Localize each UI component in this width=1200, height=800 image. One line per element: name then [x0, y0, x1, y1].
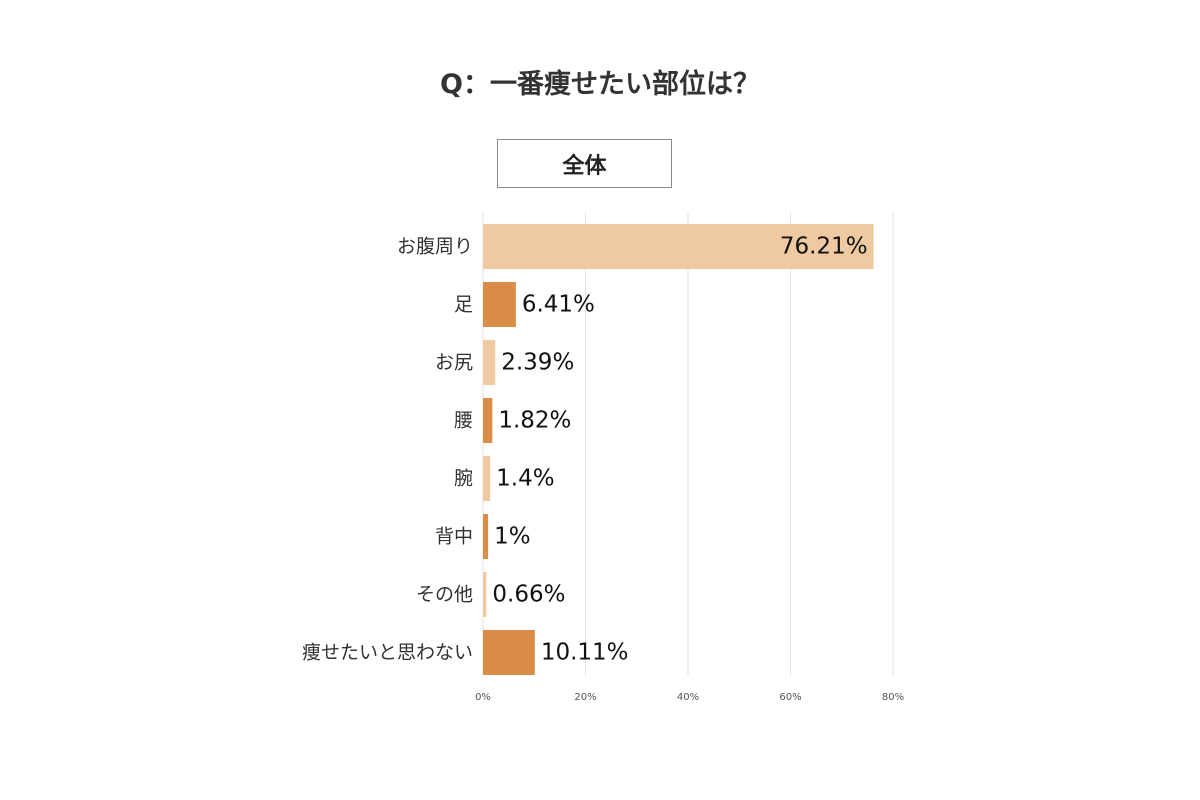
category-label: お腹周り [397, 236, 473, 258]
value-label: 2.39% [501, 350, 574, 376]
x-tick-label: 40% [677, 692, 699, 703]
x-tick-label: 0% [475, 692, 491, 703]
subgroup-label-box: 全体 [497, 139, 672, 188]
x-tick-label: 20% [574, 692, 596, 703]
category-label: 足 [454, 294, 473, 316]
bar [483, 340, 496, 385]
value-label: 1.82% [498, 408, 571, 434]
category-label: 腰 [454, 410, 473, 432]
value-label: 10.11% [541, 640, 629, 666]
chart-title: Q：一番痩せたい部位は？ [440, 69, 760, 100]
x-axis-ticks: 0% 20% 40% 60% 80% [475, 692, 904, 703]
bar [483, 282, 516, 327]
bar [483, 572, 487, 617]
category-label: 背中 [435, 526, 473, 548]
bar [483, 224, 874, 269]
value-label: 1.4% [496, 466, 554, 492]
x-tick-label: 60% [779, 692, 801, 703]
bar [483, 630, 535, 675]
value-label: 1% [494, 524, 531, 550]
x-tick-label: 80% [882, 692, 904, 703]
bars [483, 224, 874, 675]
value-label: 0.66% [492, 582, 565, 608]
category-label: その他 [416, 584, 473, 606]
bar [483, 514, 489, 559]
category-label: お尻 [435, 352, 473, 374]
value-label: 6.41% [522, 292, 595, 318]
value-label: 76.21% [780, 234, 868, 260]
category-label: 腕 [454, 468, 473, 490]
labels: お腹周り 76.21% 足 6.41% お尻 2.39% 腰 1.82% 腕 1.4% 背中 1% その… [302, 234, 868, 666]
bar [483, 398, 493, 443]
bar [483, 456, 491, 501]
category-label: 痩せたいと思わない [302, 642, 473, 664]
